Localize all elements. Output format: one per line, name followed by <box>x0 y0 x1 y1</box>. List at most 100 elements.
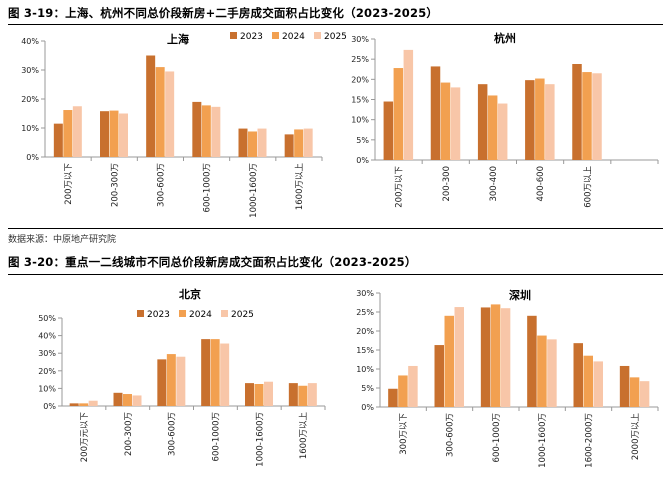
chart-title: 北京 <box>179 287 201 301</box>
bar-2024 <box>254 384 264 406</box>
y-tick-label: 20% <box>356 327 374 336</box>
y-tick-label: 5% <box>356 136 369 145</box>
bar-2024 <box>444 315 454 407</box>
bar-2024 <box>155 67 165 157</box>
bar-2024 <box>629 377 640 407</box>
legend-swatch-2025 <box>314 32 321 39</box>
x-tick-label: 200-300万 <box>110 163 120 207</box>
x-tick-label: 1600-2000万 <box>585 413 595 468</box>
bar-2023 <box>383 101 394 160</box>
bar-2024 <box>535 78 545 160</box>
x-tick-label: 1600万以上 <box>299 412 309 460</box>
bar-2025 <box>303 128 313 157</box>
bar-2024 <box>398 375 408 407</box>
x-tick-label: 200万以下 <box>395 166 405 208</box>
bar-2024 <box>79 403 89 406</box>
x-tick-label: 300万以下 <box>399 413 409 455</box>
x-tick-label: 600-1000万 <box>203 163 213 212</box>
legend-swatch-2024 <box>179 310 186 317</box>
y-tick-label: 40% <box>21 37 39 46</box>
bar-2023 <box>477 84 488 160</box>
bar-2025 <box>176 356 186 406</box>
bar-2024 <box>294 129 304 157</box>
bar-2025 <box>500 308 511 407</box>
x-tick-label: 200-300 <box>442 166 452 202</box>
bar-2024 <box>248 131 257 157</box>
x-tick-label: 300-600万 <box>446 413 456 457</box>
bar-2023 <box>157 359 167 406</box>
bar-2024 <box>393 68 404 160</box>
y-tick-label: 0% <box>361 403 374 412</box>
bar-2023 <box>284 134 294 157</box>
bar-2024 <box>123 394 132 406</box>
bar-2024 <box>109 110 119 157</box>
bar-2025 <box>88 400 98 406</box>
bar-2024 <box>537 335 547 407</box>
y-tick-label: 5% <box>361 384 374 393</box>
figure-title-3-19: 图 3-19：上海、杭州不同总价段新房+二手房成交面积占比变化（2023-202… <box>8 6 439 20</box>
x-tick-label: 1000-1600万 <box>255 412 265 467</box>
bar-2025 <box>403 49 414 160</box>
x-tick-label: 600-1000万 <box>211 412 221 461</box>
y-tick-label: 30% <box>38 349 56 358</box>
legend-label-2025: 2025 <box>231 310 254 320</box>
bar-2024 <box>201 105 211 157</box>
y-tick-label: 20% <box>351 75 369 84</box>
legend-label-2025: 2025 <box>324 32 347 42</box>
bar-2023 <box>573 343 583 407</box>
bar-2023 <box>113 392 123 406</box>
y-tick-label: 0% <box>26 153 39 162</box>
bar-2023 <box>238 128 248 157</box>
bar-2024 <box>490 304 501 407</box>
y-tick-label: 15% <box>356 346 374 355</box>
legend-swatch-2024 <box>272 32 279 39</box>
title-rule <box>8 274 663 275</box>
chart-hangzhou: 杭州 0% 5% 10% 15% 20% 25% 30% 200万以下 200-300 300-40… <box>351 31 659 208</box>
y-tick-label: 20% <box>38 367 56 376</box>
bar-2023 <box>525 80 535 160</box>
bar-2025 <box>264 381 273 406</box>
y-tick-label: 20% <box>21 95 39 104</box>
legend-label-2023: 2023 <box>147 310 170 320</box>
x-tick-label: 200万元以下 <box>80 412 90 463</box>
x-tick-label: 1000-1600万 <box>538 413 548 468</box>
bar-2025 <box>165 71 175 157</box>
x-tick-label: 400-600 <box>536 166 546 202</box>
bar-2025 <box>132 395 142 406</box>
bar-2024 <box>487 95 498 160</box>
bar-2023 <box>53 123 63 157</box>
bar-2025 <box>639 381 650 407</box>
bar-2025 <box>545 84 555 160</box>
bar-2024 <box>63 110 73 157</box>
y-tick-label: 10% <box>21 124 39 133</box>
bar-2023 <box>192 101 202 157</box>
bar-2025 <box>547 339 557 407</box>
x-tick-label: 600-1000万 <box>492 413 502 462</box>
x-tick-label: 300-600万 <box>156 163 166 207</box>
legend-swatch-2025 <box>221 310 228 317</box>
bar-2025 <box>592 73 602 160</box>
source-note: 数据来源：中原地产研究院 <box>8 235 117 245</box>
bar-2023 <box>619 365 630 407</box>
bar-2024 <box>440 82 451 160</box>
bar-2025 <box>450 87 461 160</box>
y-tick-label: 25% <box>356 308 374 317</box>
bar-2025 <box>307 383 317 406</box>
x-tick-label: 200-300万 <box>124 412 134 456</box>
bar-2025 <box>593 361 603 407</box>
bar-2023 <box>388 388 398 407</box>
x-tick-label: 600万以上 <box>583 166 593 208</box>
chart-shanghai: 上海 0% 10% 20% 30% 40% 200万以下 200-300万 300-600万 60… <box>21 32 347 218</box>
bar-2024 <box>582 72 592 160</box>
y-tick-label: 15% <box>351 96 369 105</box>
source-rule <box>8 228 663 229</box>
legend-label-2023: 2023 <box>240 32 263 42</box>
bar-2023 <box>69 403 79 406</box>
chart-title: 杭州 <box>494 31 516 45</box>
x-tick-label: 200万以下 <box>64 163 74 205</box>
y-tick-label: 30% <box>21 66 39 75</box>
y-tick-label: 10% <box>38 384 56 393</box>
y-tick-label: 40% <box>38 332 56 341</box>
bar-2025 <box>454 307 464 407</box>
bar-2024 <box>166 354 176 406</box>
